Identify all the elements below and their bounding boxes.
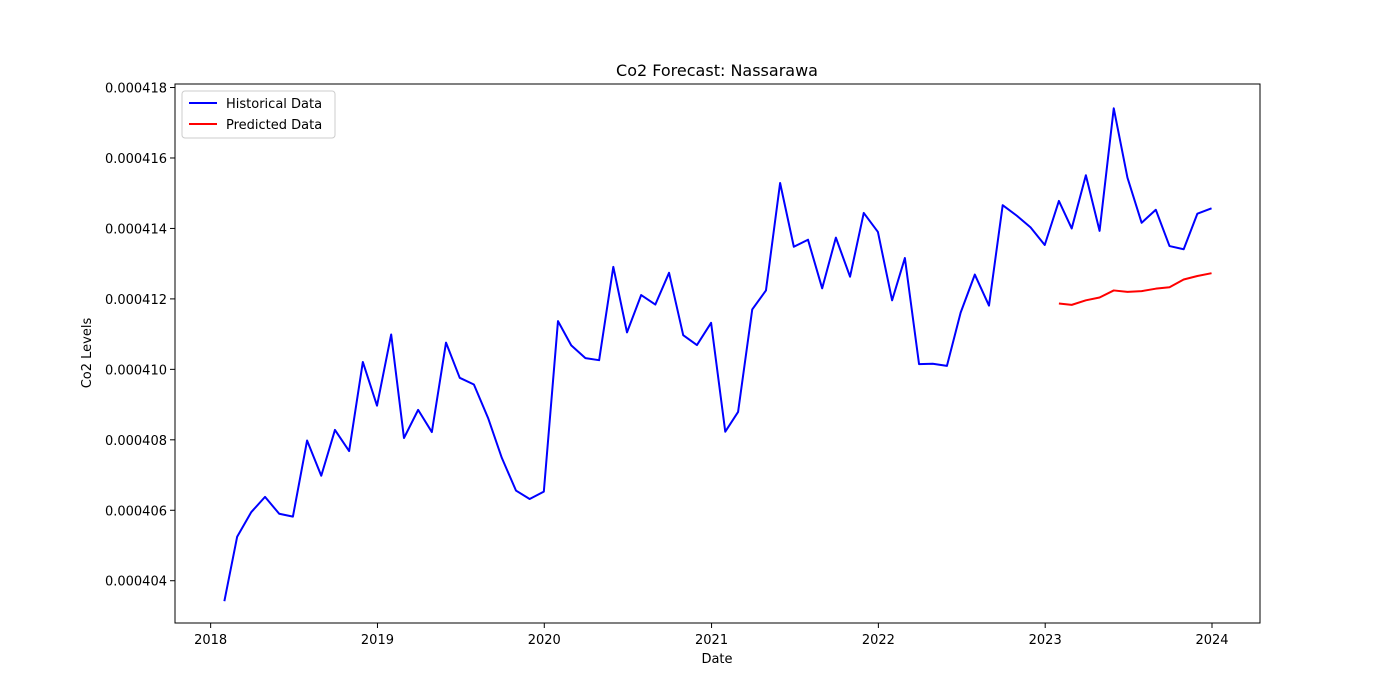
legend: Historical Data Predicted Data [181,90,336,139]
series-line-historical-data [223,107,1212,602]
y-tick-label: 0.000418 [105,82,167,97]
x-axis-ticks: 2018 2019 2020 2021 2022 2023 2024 [194,623,1229,648]
series-line-predicted-data [1058,272,1212,306]
x-tick-label: 2018 [194,633,227,648]
series-layer [223,107,1212,602]
axes-frame [174,83,1261,624]
chart-title: Co2 Forecast: Nassarawa [616,61,818,80]
x-tick-label: 2020 [528,633,561,648]
legend-box [181,90,336,139]
y-tick-label: 0.000408 [105,434,167,449]
x-tick-label: 2021 [695,633,728,648]
y-tick-label: 0.000412 [105,293,167,308]
y-axis-ticks: 0.000404 0.000406 0.000408 0.000410 0.000412… [105,82,175,590]
x-tick-label: 2024 [1195,633,1228,648]
y-tick-label: 0.000404 [105,575,167,590]
x-tick-label: 2023 [1029,633,1062,648]
x-tick-label: 2019 [361,633,394,648]
legend-label-predicted: Predicted Data [226,118,322,133]
x-axis-label: Date [701,652,732,667]
plot-area [174,83,1261,624]
legend-label-historical: Historical Data [226,97,322,112]
y-tick-label: 0.000406 [105,504,167,519]
x-tick-label: 2022 [862,633,895,648]
y-tick-label: 0.000416 [105,152,167,167]
y-tick-label: 0.000410 [105,363,167,378]
y-axis-label: Co2 Levels [80,318,95,389]
y-tick-label: 0.000414 [105,222,167,237]
